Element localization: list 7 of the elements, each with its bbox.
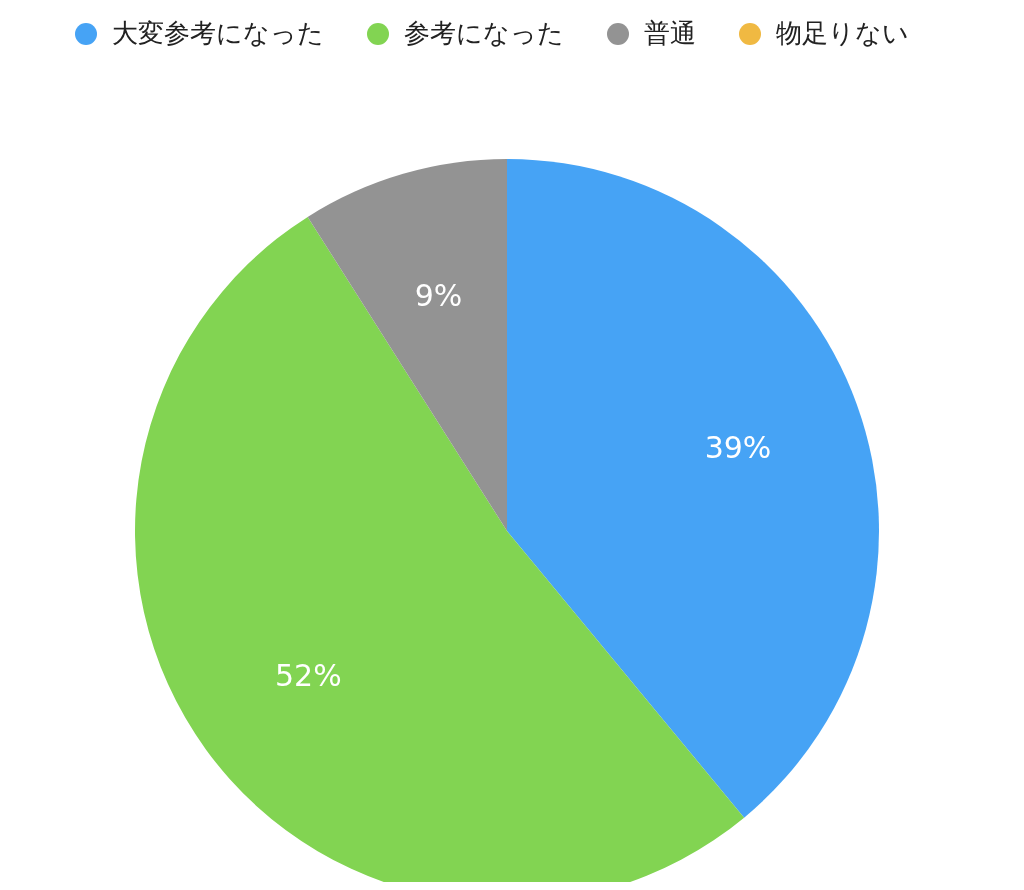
legend-label: 参考になった — [403, 17, 564, 50]
data-label: 39% — [704, 430, 772, 466]
legend-label: 物足りない — [775, 17, 909, 50]
data-label: 52% — [275, 657, 342, 693]
legend-label: 普通 — [643, 17, 696, 50]
data-label: 9% — [414, 277, 463, 313]
legend-label: 大変参考になった — [111, 17, 324, 50]
